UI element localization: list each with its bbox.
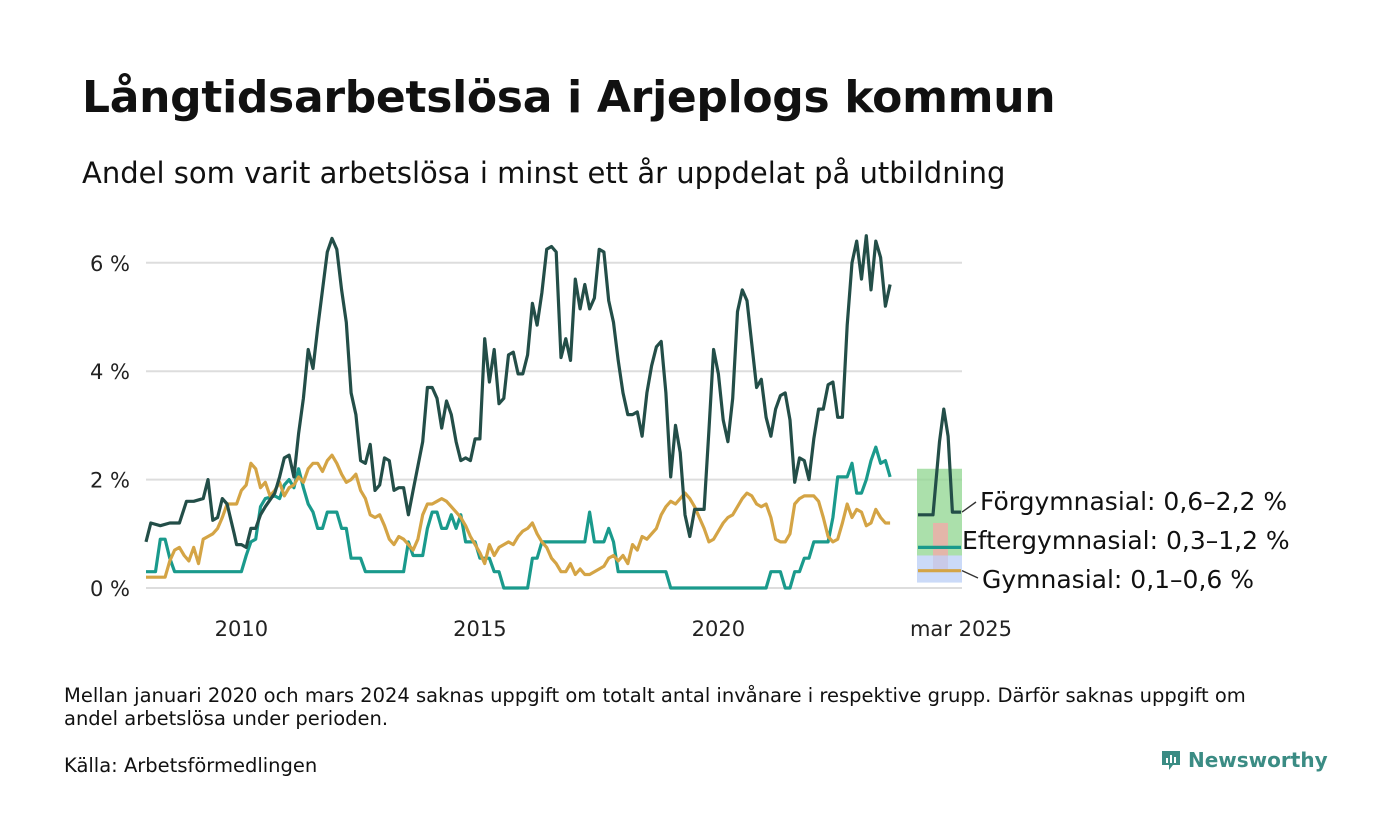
range-label-eftergymnasial: Eftergymnasial: 0,3–1,2 % <box>962 526 1290 555</box>
brand-name: Newsworthy <box>1188 748 1328 772</box>
newsworthy-logo-icon <box>1162 751 1180 770</box>
range-band-gymnasial <box>917 555 962 583</box>
label-leader-line <box>961 501 977 513</box>
brand-logo: Newsworthy <box>1160 748 1328 772</box>
label-leader-line <box>961 570 979 579</box>
range-label-gymnasial: Gymnasial: 0,1–0,6 % <box>982 565 1254 594</box>
series-line-eftergymnasial <box>146 445 892 590</box>
x-tick-label: mar 2025 <box>910 617 1012 641</box>
range-label-förgymnasial: Förgymnasial: 0,6–2,2 % <box>980 487 1287 516</box>
source-text: Källa: Arbetsförmedlingen <box>64 754 318 777</box>
series-range-labels: Förgymnasial: 0,6–2,2 % Eftergymnasial: 0… <box>961 487 1290 594</box>
grid-lines <box>146 261 962 589</box>
series-lines <box>144 234 961 590</box>
y-tick-label: 4 % <box>90 360 130 384</box>
y-tick-label: 6 % <box>90 252 130 276</box>
footnote: Mellan januari 2020 och mars 2024 saknas… <box>64 684 1246 730</box>
series-line-förgymnasial <box>144 234 892 549</box>
chart-subtitle: Andel som varit arbetslösa i minst ett å… <box>82 156 1006 190</box>
y-axis-tick-labels: 0 % 2 % 4 % 6 % <box>90 252 130 601</box>
range-bands <box>917 468 962 583</box>
y-tick-label: 0 % <box>90 577 130 601</box>
x-tick-label: 2010 <box>215 617 268 641</box>
y-tick-label: 2 % <box>90 469 130 493</box>
series-line-2025-förgymnasial <box>918 407 961 517</box>
x-axis-tick-labels: 2010 2015 2020 mar 2025 <box>215 617 1012 641</box>
line-chart: 0 % 2 % 4 % 6 % 2010 2015 2020 mar 2025 Förgym… <box>90 234 1290 641</box>
x-tick-label: 2015 <box>453 617 506 641</box>
chart-title: Långtidsarbetslösa i Arjeplogs kommun <box>82 72 1056 123</box>
x-tick-label: 2020 <box>692 617 745 641</box>
